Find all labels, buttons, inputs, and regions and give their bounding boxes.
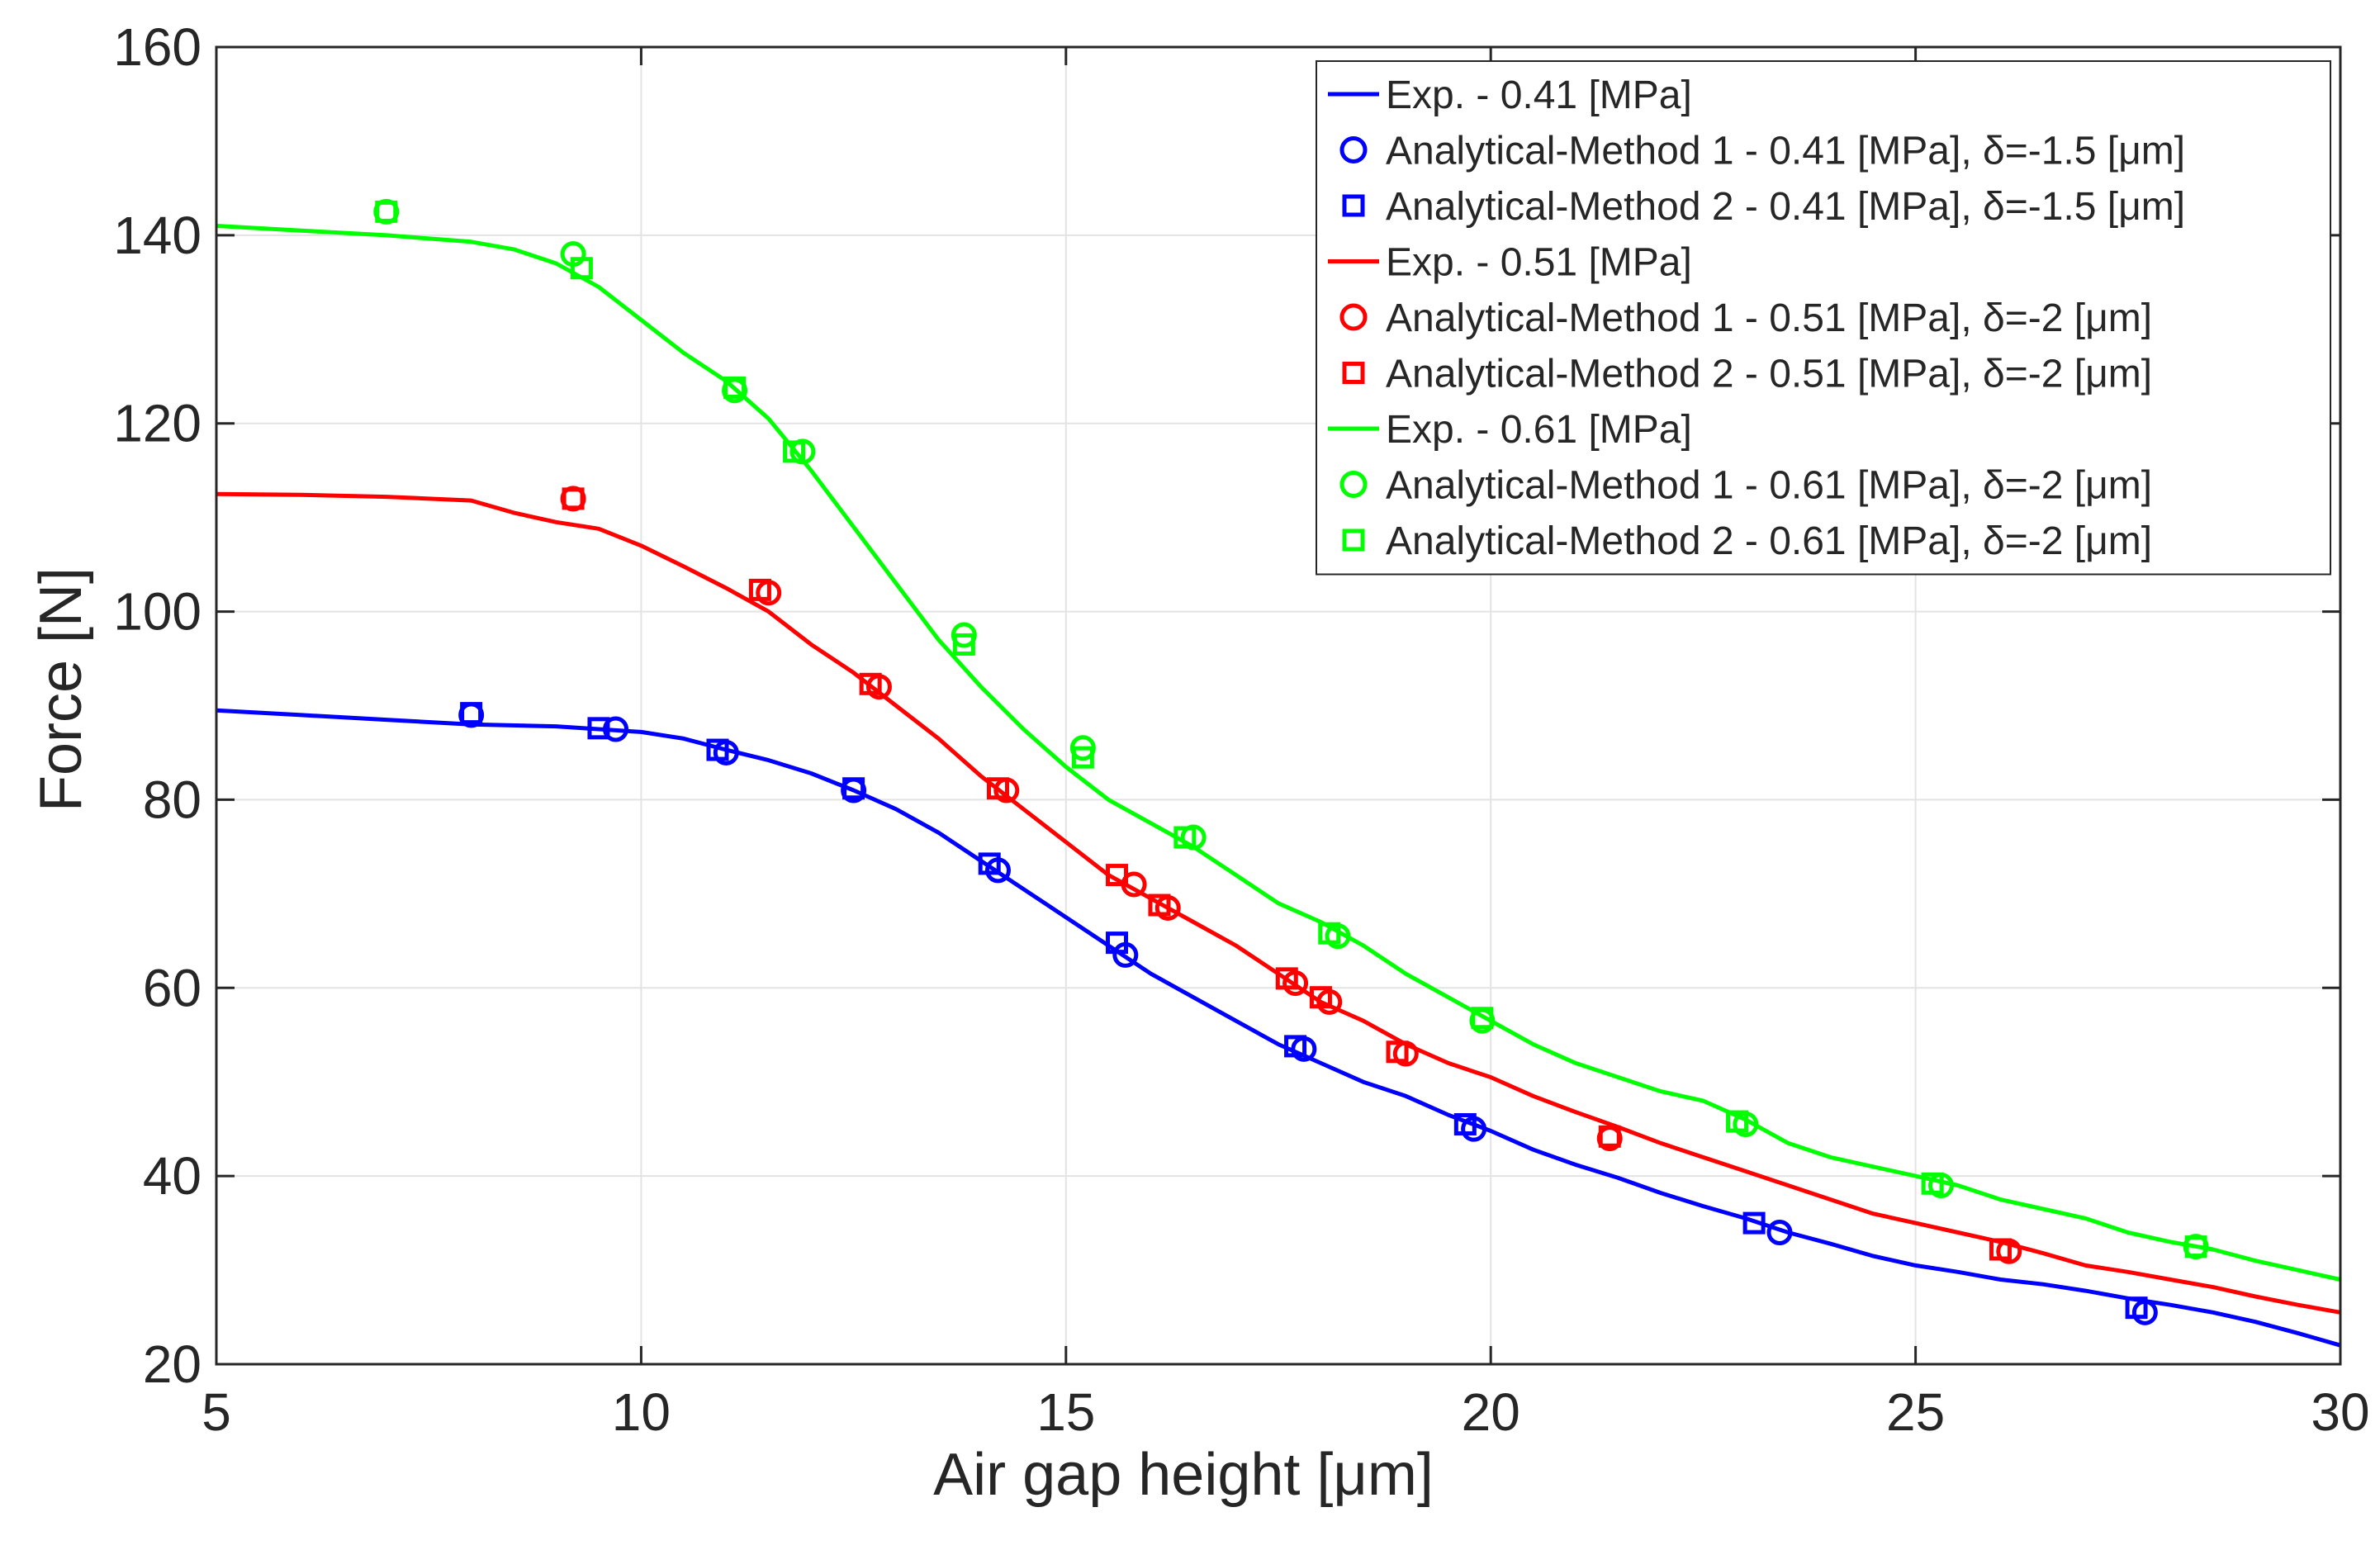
square-marker — [375, 200, 398, 223]
legend-entry: Analytical-Method 2 - 0.61 [MPa], δ=-2 [… — [1342, 519, 2152, 563]
x-tick-label: 25 — [1886, 1382, 1945, 1442]
square-marker — [1453, 1112, 1477, 1135]
square-marker — [1318, 922, 1341, 945]
square-marker — [748, 578, 771, 601]
legend: Exp. - 0.41 [MPa] Analytical-Method 1 - 0… — [1316, 60, 2331, 576]
x-tick-label: 30 — [2311, 1382, 2369, 1442]
legend-entry: Exp. - 0.61 [MPa] — [1328, 408, 1692, 452]
legend-label: Exp. - 0.51 [MPa] — [1386, 241, 1692, 285]
legend-label: Analytical-Method 1 - 0.41 [MPa], δ=-1.5… — [1386, 130, 2185, 173]
square-marker — [986, 777, 1009, 800]
y-tick-label: 120 — [113, 394, 201, 453]
square-marker — [587, 717, 610, 740]
y-axis-label: Force [N] — [28, 567, 94, 812]
square-marker — [1071, 746, 1094, 769]
square-marker — [783, 440, 806, 463]
square-marker — [1921, 1172, 1944, 1195]
y-tick-label: 160 — [113, 17, 201, 77]
legend-square-swatch — [1342, 362, 1365, 384]
square-marker — [2184, 1235, 2207, 1258]
series-line — [216, 708, 2341, 1348]
x-axis-label: Air gap height [μm] — [933, 1442, 1434, 1508]
square-marker — [859, 672, 882, 695]
legend-circle-swatch — [1339, 136, 1368, 164]
series-0 — [216, 708, 2341, 1348]
y-tick-label: 140 — [113, 206, 201, 265]
y-tick-label: 100 — [113, 582, 201, 642]
square-marker — [1284, 1035, 1307, 1058]
legend-square-swatch — [1342, 194, 1365, 217]
square-marker — [1742, 1211, 1766, 1235]
legend-entry: Analytical-Method 1 - 0.51 [MPa], δ=-2 [… — [1339, 296, 2152, 340]
square-marker — [1106, 931, 1129, 955]
square-marker — [562, 487, 585, 510]
legend-label: Exp. - 0.41 [MPa] — [1386, 73, 1692, 117]
legend-circle-swatch — [1339, 471, 1368, 498]
y-tick-label: 40 — [143, 1146, 201, 1206]
legend-circle-swatch — [1339, 303, 1368, 331]
legend-entry: Exp. - 0.41 [MPa] — [1328, 73, 1692, 117]
x-tick-label: 15 — [1036, 1382, 1095, 1442]
legend-label: Exp. - 0.61 [MPa] — [1386, 408, 1692, 452]
square-marker — [1148, 894, 1171, 917]
axes: 5 10 15 20 25 30 20 40 60 80 100 120 140 160 — [113, 17, 2369, 1442]
x-tick-label: 20 — [1462, 1382, 1520, 1442]
legend-label: Analytical-Method 2 - 0.61 [MPa], δ=-2 [… — [1386, 519, 2152, 563]
square-marker — [706, 738, 729, 761]
circle-marker — [603, 716, 629, 742]
square-marker — [460, 702, 483, 725]
plot-frame — [215, 45, 2342, 1366]
legend-label: Analytical-Method 1 - 0.51 [MPa], δ=-2 [… — [1386, 296, 2152, 340]
square-marker — [2125, 1296, 2148, 1320]
series-5 — [562, 487, 2012, 1261]
legend-box — [1316, 60, 2331, 576]
legend-entry: Analytical-Method 1 - 0.41 [MPa], δ=-1.5… — [1339, 130, 2185, 173]
square-marker — [1275, 967, 1298, 990]
y-tick-label: 60 — [143, 958, 201, 1017]
legend-entry: Analytical-Method 2 - 0.41 [MPa], δ=-1.5… — [1342, 185, 2185, 229]
legend-entry: Analytical-Method 2 - 0.51 [MPa], δ=-2 [… — [1342, 353, 2152, 396]
circle-marker — [1766, 1220, 1793, 1245]
legend-square-swatch — [1342, 529, 1365, 552]
legend-label: Analytical-Method 2 - 0.41 [MPa], δ=-1.5… — [1386, 185, 2185, 229]
series-6 — [216, 224, 2341, 1282]
square-marker — [1106, 864, 1129, 887]
x-tick-label: 5 — [201, 1382, 231, 1442]
legend-entry: Exp. - 0.51 [MPa] — [1328, 241, 1692, 285]
legend-entry: Analytical-Method 1 - 0.61 [MPa], δ=-2 [… — [1339, 464, 2152, 508]
series-line — [216, 224, 2341, 1282]
square-marker — [1726, 1110, 1749, 1133]
legend-label: Analytical-Method 1 - 0.61 [MPa], δ=-2 [… — [1386, 464, 2152, 508]
square-marker — [978, 852, 1001, 875]
square-marker — [570, 257, 593, 280]
square-marker — [842, 777, 865, 800]
square-marker — [1598, 1125, 1621, 1148]
series-8 — [375, 200, 2207, 1258]
series-layer — [216, 198, 2341, 1348]
x-tick-label: 10 — [612, 1382, 671, 1442]
square-marker — [1173, 826, 1197, 849]
square-marker — [952, 633, 975, 656]
y-tick-label: 20 — [143, 1334, 201, 1394]
square-marker — [1309, 986, 1332, 1009]
square-marker — [1989, 1238, 2012, 1261]
y-tick-label: 80 — [143, 770, 201, 829]
square-marker — [1386, 1040, 1409, 1064]
square-marker — [1471, 1007, 1494, 1030]
square-marker — [723, 376, 747, 399]
series-2 — [460, 702, 2148, 1320]
legend-label: Analytical-Method 2 - 0.51 [MPa], δ=-2 [… — [1386, 353, 2152, 396]
